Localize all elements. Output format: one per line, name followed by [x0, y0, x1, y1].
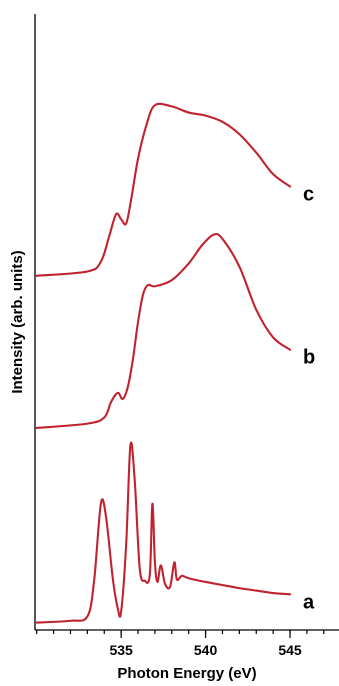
series-label-a: a: [303, 591, 315, 613]
series-label-c: c: [303, 183, 314, 205]
series-label-b: b: [303, 347, 315, 369]
series-line-a: [35, 441, 292, 624]
series-line-c: [35, 102, 292, 277]
x-tick-label: 535: [109, 642, 133, 658]
series-curves: [35, 102, 292, 624]
series-line-b: [35, 232, 292, 429]
x-tick-label: 540: [194, 642, 218, 658]
y-axis-title: Intensity (arb. units): [9, 250, 26, 393]
series-labels: a b c: [303, 183, 315, 613]
x-axis-title: Photon Energy (eV): [117, 665, 256, 682]
x-tick-label: 545: [278, 642, 302, 658]
x-tick-labels: 535 540 545: [109, 642, 301, 658]
x-ticks: [36, 630, 325, 638]
